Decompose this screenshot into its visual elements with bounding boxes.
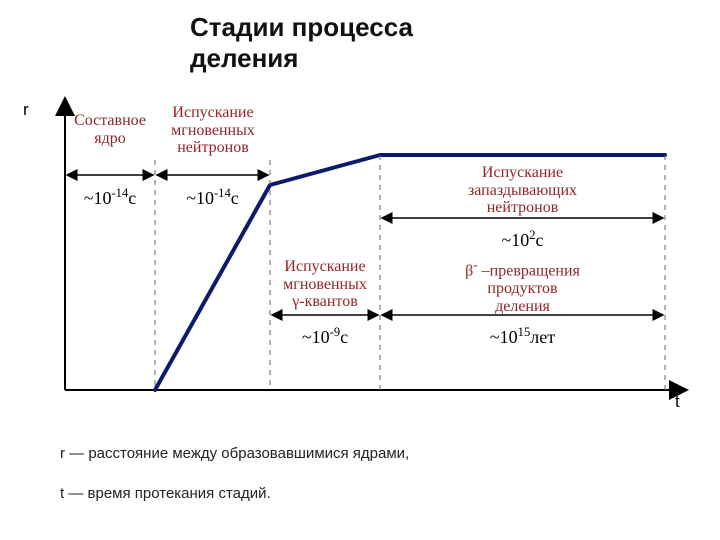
stage-delayed-neutrons: Испусканиезапаздывающихнейтронов bbox=[380, 164, 665, 217]
time-delayed-neutrons: ~102c bbox=[380, 228, 665, 251]
page-title: Стадии процесса деления bbox=[190, 12, 413, 74]
x-axis-label: t bbox=[675, 392, 680, 412]
stage-beta-decay: β- –превращенияпродуктовделения bbox=[380, 258, 665, 315]
title-line-2: деления bbox=[190, 43, 298, 73]
stage-prompt-gammas: Испусканиемгновенныхγ-квантов bbox=[265, 258, 385, 311]
time-prompt-neutrons: ~10-14c bbox=[155, 186, 270, 209]
fission-stages-chart: r t Составноеядро Испусканиемгновенныхне… bbox=[35, 90, 695, 410]
time-compound-nucleus: ~10-14c bbox=[65, 186, 155, 209]
stage-prompt-neutrons: Испусканиемгновенныхнейтронов bbox=[153, 104, 273, 157]
page: Стадии процесса деления r t Составноеядр… bbox=[0, 0, 720, 540]
time-beta-decay: ~1015лет bbox=[380, 325, 665, 348]
caption-r: r — расстояние между образовавшимися ядр… bbox=[60, 445, 409, 462]
caption-t: t — время протекания стадий. bbox=[60, 485, 271, 502]
time-prompt-gammas: ~10-9c bbox=[270, 325, 380, 348]
title-line-1: Стадии процесса bbox=[190, 12, 413, 42]
stage-compound-nucleus: Составноеядро bbox=[65, 112, 155, 147]
y-axis-label: r bbox=[23, 100, 29, 120]
